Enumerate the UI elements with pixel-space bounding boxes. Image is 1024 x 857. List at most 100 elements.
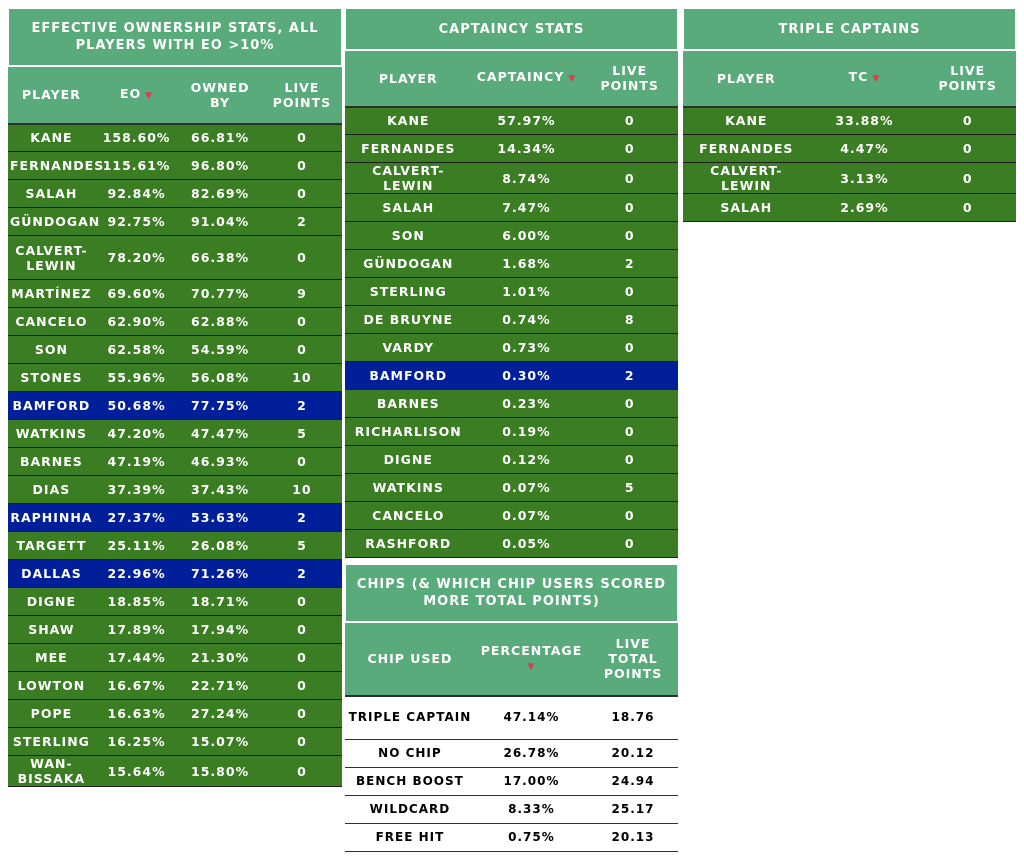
eo-col-player[interactable]: PLAYER: [8, 66, 95, 125]
cell-eo: 62.90%: [94, 307, 179, 336]
cell-player: POPE: [8, 699, 95, 728]
cell-captaincy: 57.97%: [471, 106, 582, 135]
cell-owned: 91.04%: [178, 207, 262, 236]
cell-live: 0: [581, 134, 678, 163]
cell-live: 0: [581, 106, 678, 135]
cell-live: 0: [919, 162, 1016, 194]
cell-live: 2: [261, 207, 342, 236]
cell-owned: 96.80%: [178, 151, 262, 180]
cell-eo: 55.96%: [94, 363, 179, 392]
chips-table: CHIP USED PERCENTAGE ▼ LIVE TOTAL POINTS …: [345, 622, 678, 852]
cell-player: GÜNDOGAN: [345, 249, 472, 278]
captaincy-table-body: KANE 57.97% 0 FERNANDES 14.34% 0 CALVERT-LEWIN…: [345, 106, 678, 558]
cell-live: 2: [261, 503, 342, 532]
table-row: SALAH 92.84% 82.69% 0: [8, 179, 342, 208]
cell-live: 0: [261, 151, 342, 180]
cell-eo: 25.11%: [94, 531, 179, 560]
cell-tc: 33.88%: [809, 106, 920, 135]
cell-live: 0: [581, 389, 678, 418]
table-row: DIGNE 18.85% 18.71% 0: [8, 587, 342, 616]
cell-percentage: 17.00%: [474, 767, 589, 796]
eo-col-eo[interactable]: EO ▼: [94, 66, 179, 125]
cell-owned: 53.63%: [178, 503, 262, 532]
cell-live: 0: [581, 529, 678, 558]
captaincy-table: PLAYER CAPTAINCY ▼ LIVE POINTS KANE 57.97%…: [345, 50, 678, 558]
triple-panel: TRIPLE CAPTAINS PLAYER TC ▼ LIVE POINTS K…: [683, 8, 1016, 222]
cell-player: FERNANDES: [345, 134, 472, 163]
cell-live: 10: [261, 475, 342, 504]
table-row: POPE 16.63% 27.24% 0: [8, 699, 342, 728]
table-row: CALVERT-LEWIN 78.20% 66.38% 0: [8, 235, 342, 280]
cell-owned: 56.08%: [178, 363, 262, 392]
cell-player: CANCELO: [345, 501, 472, 530]
cell-live: 0: [581, 445, 678, 474]
cell-player: SALAH: [345, 193, 472, 222]
table-row: CALVERT-LEWIN 3.13% 0: [683, 162, 1016, 194]
cell-player: STERLING: [345, 277, 472, 306]
triple-col-player[interactable]: PLAYER: [683, 50, 810, 108]
chips-title: CHIPS (& WHICH CHIP USERS SCORED MORE TO…: [345, 564, 678, 622]
cell-live: 0: [581, 277, 678, 306]
cell-live: 0: [261, 727, 342, 756]
cell-player: SHAW: [8, 615, 95, 644]
cell-chip: BENCH BOOST: [345, 767, 475, 796]
eo-table-body: KANE 158.60% 66.81% 0 FERNANDES 115.61% 96.80%…: [8, 123, 342, 787]
cell-captaincy: 0.19%: [471, 417, 582, 446]
sort-desc-icon: ▼: [872, 74, 881, 85]
cell-player: DIAS: [8, 475, 95, 504]
cell-eo: 18.85%: [94, 587, 179, 616]
cell-player: DIGNE: [8, 587, 95, 616]
triple-table: PLAYER TC ▼ LIVE POINTS KANE 33.88% 0 FERNAN…: [683, 50, 1016, 222]
cell-live: 2: [581, 249, 678, 278]
cell-player: STERLING: [8, 727, 95, 756]
cell-live: 0: [581, 333, 678, 362]
cell-owned: 37.43%: [178, 475, 262, 504]
cell-live: 5: [261, 419, 342, 448]
cell-player: KANE: [345, 106, 472, 135]
cell-player: CALVERT-LEWIN: [683, 162, 810, 194]
eo-col-owned[interactable]: OWNED BY: [178, 66, 262, 125]
captaincy-col-captaincy[interactable]: CAPTAINCY ▼: [471, 50, 582, 108]
cell-player: BARNES: [8, 447, 95, 476]
cell-live: 0: [919, 106, 1016, 135]
cell-owned: 66.38%: [178, 235, 262, 280]
table-row: DALLAS 22.96% 71.26% 2: [8, 559, 342, 588]
cell-percentage: 0.75%: [474, 823, 589, 852]
triple-col-live[interactable]: LIVE POINTS: [919, 50, 1016, 108]
cell-live: 0: [261, 335, 342, 364]
table-row: MARTÍNEZ 69.60% 70.77% 9: [8, 279, 342, 308]
cell-owned: 26.08%: [178, 531, 262, 560]
cell-live: 5: [581, 473, 678, 502]
captaincy-col-player[interactable]: PLAYER: [345, 50, 472, 108]
cell-captaincy: 1.01%: [471, 277, 582, 306]
cell-captaincy: 0.23%: [471, 389, 582, 418]
table-row: STERLING 16.25% 15.07% 0: [8, 727, 342, 756]
cell-eo: 158.60%: [94, 123, 179, 152]
cell-eo: 69.60%: [94, 279, 179, 308]
cell-player: SON: [8, 335, 95, 364]
cell-eo: 15.64%: [94, 755, 179, 787]
cell-player: FERNANDES: [8, 151, 103, 180]
cell-owned: 21.30%: [178, 643, 262, 672]
triple-title: TRIPLE CAPTAINS: [683, 8, 1016, 50]
table-row: STONES 55.96% 56.08% 10: [8, 363, 342, 392]
triple-col-tc[interactable]: TC ▼: [809, 50, 920, 108]
cell-captaincy: 0.12%: [471, 445, 582, 474]
cell-eo: 22.96%: [94, 559, 179, 588]
chips-col-percentage[interactable]: PERCENTAGE ▼: [474, 622, 589, 697]
eo-title: EFFECTIVE OWNERSHIP STATS, ALL PLAYERS W…: [8, 8, 342, 66]
table-row: GÜNDOGAN 1.68% 2: [345, 249, 678, 278]
chips-col-live[interactable]: LIVE TOTAL POINTS: [588, 622, 678, 697]
table-row: SON 62.58% 54.59% 0: [8, 335, 342, 364]
cell-player: CALVERT-LEWIN: [345, 162, 472, 194]
eo-col-live[interactable]: LIVE POINTS: [261, 66, 342, 125]
cell-player: DALLAS: [8, 559, 95, 588]
table-row: RASHFORD 0.05% 0: [345, 529, 678, 558]
captaincy-col-live[interactable]: LIVE POINTS: [581, 50, 678, 108]
cell-player: BAMFORD: [8, 391, 95, 420]
cell-captaincy: 7.47%: [471, 193, 582, 222]
cell-owned: 70.77%: [178, 279, 262, 308]
cell-player: RAPHINHA: [8, 503, 95, 532]
chips-col-chip[interactable]: CHIP USED: [345, 622, 475, 697]
cell-live: 0: [261, 699, 342, 728]
